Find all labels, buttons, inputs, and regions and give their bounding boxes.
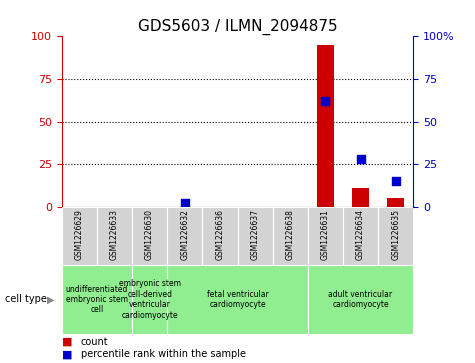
Bar [62, 265, 132, 334]
Bar [62, 207, 97, 265]
Point [322, 98, 329, 104]
Text: GSM1226632: GSM1226632 [180, 209, 189, 260]
Bar [352, 188, 369, 207]
Bar [132, 265, 167, 334]
Text: GSM1226635: GSM1226635 [391, 209, 400, 260]
Bar [316, 45, 334, 207]
Text: ■: ■ [62, 349, 72, 359]
Text: GSM1226633: GSM1226633 [110, 209, 119, 260]
Text: ▶: ▶ [47, 294, 54, 305]
Bar [238, 207, 273, 265]
Text: GSM1226636: GSM1226636 [216, 209, 224, 260]
Text: percentile rank within the sample: percentile rank within the sample [81, 349, 246, 359]
Text: GSM1226629: GSM1226629 [75, 209, 84, 260]
Text: ■: ■ [62, 337, 72, 347]
Bar [202, 207, 238, 265]
Bar [343, 207, 378, 265]
Point [181, 201, 189, 207]
Text: count: count [81, 337, 108, 347]
Text: GSM1226637: GSM1226637 [251, 209, 259, 260]
Text: GSM1226631: GSM1226631 [321, 209, 330, 260]
Bar [308, 265, 413, 334]
Bar [378, 207, 413, 265]
Bar [167, 207, 202, 265]
Bar [132, 207, 167, 265]
Text: adult ventricular
cardiomyocyte: adult ventricular cardiomyocyte [328, 290, 392, 309]
Text: GSM1226638: GSM1226638 [286, 209, 294, 260]
Bar [273, 207, 308, 265]
Text: fetal ventricular
cardiomyocyte: fetal ventricular cardiomyocyte [207, 290, 268, 309]
Title: GDS5603 / ILMN_2094875: GDS5603 / ILMN_2094875 [138, 19, 337, 35]
Bar [167, 265, 308, 334]
Text: GSM1226630: GSM1226630 [145, 209, 154, 260]
Point [392, 178, 399, 184]
Text: undifferentiated
embryonic stem
cell: undifferentiated embryonic stem cell [66, 285, 128, 314]
Bar [97, 207, 132, 265]
Text: cell type: cell type [5, 294, 47, 305]
Point [357, 156, 364, 162]
Text: GSM1226634: GSM1226634 [356, 209, 365, 260]
Bar [308, 207, 343, 265]
Text: embryonic stem
cell-derived
ventricular
cardiomyocyte: embryonic stem cell-derived ventricular … [119, 280, 180, 319]
Bar [387, 198, 404, 207]
